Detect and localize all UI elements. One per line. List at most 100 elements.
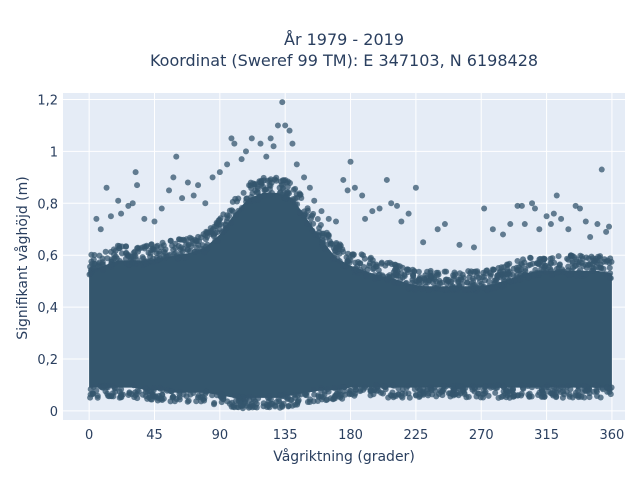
data-point xyxy=(383,176,390,183)
data-point xyxy=(568,267,575,274)
data-point xyxy=(107,213,114,220)
data-point xyxy=(576,205,583,212)
data-point xyxy=(193,238,200,245)
data-point xyxy=(565,263,572,270)
data-point xyxy=(215,219,222,226)
data-point xyxy=(116,258,123,264)
data-point xyxy=(518,382,525,388)
data-point xyxy=(128,391,135,398)
data-point xyxy=(520,256,526,263)
data-point xyxy=(195,394,201,401)
data-point xyxy=(487,383,494,389)
data-point xyxy=(579,256,586,262)
data-point xyxy=(488,286,495,292)
y-tick-label: 0,4 xyxy=(37,301,58,316)
data-point xyxy=(264,404,271,410)
data-point xyxy=(242,148,249,155)
data-point xyxy=(582,218,589,225)
data-point xyxy=(485,392,492,399)
data-point xyxy=(293,161,300,168)
dense-point-body xyxy=(89,192,612,398)
y-tick-label: 1,2 xyxy=(37,93,58,108)
data-point xyxy=(181,254,188,261)
data-point xyxy=(202,200,209,207)
data-point xyxy=(292,394,299,401)
data-point xyxy=(418,283,425,290)
data-point xyxy=(270,143,277,150)
data-point xyxy=(607,270,614,277)
data-point xyxy=(129,200,136,207)
data-point xyxy=(415,268,422,275)
data-point xyxy=(587,234,594,241)
data-point xyxy=(521,221,528,228)
data-point xyxy=(536,226,543,233)
data-point xyxy=(355,259,362,265)
data-point xyxy=(550,210,557,217)
data-point xyxy=(195,182,202,189)
data-point xyxy=(243,198,250,205)
data-point xyxy=(461,287,468,294)
data-point xyxy=(420,239,427,246)
data-point xyxy=(535,392,542,398)
data-point xyxy=(158,395,165,402)
data-point xyxy=(199,242,206,249)
data-point xyxy=(306,184,313,191)
data-point xyxy=(173,153,180,160)
data-point xyxy=(567,386,574,393)
data-point xyxy=(158,205,165,212)
data-point xyxy=(101,382,108,389)
x-axis-label: Vågriktning (grader) xyxy=(273,448,415,465)
data-point xyxy=(175,243,182,249)
data-point xyxy=(112,253,119,260)
data-point xyxy=(250,396,257,403)
data-point xyxy=(342,262,348,269)
data-point xyxy=(340,248,347,255)
data-point xyxy=(540,391,547,398)
data-point xyxy=(351,392,358,399)
data-point xyxy=(550,392,557,399)
data-point xyxy=(543,213,550,220)
data-point xyxy=(450,386,457,393)
data-point xyxy=(188,243,195,250)
data-point xyxy=(104,390,111,397)
data-point xyxy=(251,197,258,204)
data-point xyxy=(555,253,562,260)
data-point xyxy=(513,272,520,279)
data-point xyxy=(525,274,532,281)
data-point xyxy=(128,256,135,262)
data-point xyxy=(216,226,223,233)
data-point xyxy=(575,387,581,394)
data-point xyxy=(209,392,216,399)
data-point xyxy=(282,195,289,202)
data-point xyxy=(271,176,278,183)
data-point xyxy=(318,387,324,394)
data-point xyxy=(112,385,119,392)
data-point xyxy=(485,278,492,285)
chart-title-line1: År 1979 - 2019 xyxy=(284,30,404,49)
data-point xyxy=(297,191,304,198)
data-point xyxy=(441,221,448,228)
data-point xyxy=(190,390,197,396)
data-point xyxy=(482,383,489,390)
data-point xyxy=(95,261,102,268)
data-point xyxy=(123,260,130,267)
x-tick-label: 270 xyxy=(469,428,494,443)
data-point xyxy=(540,267,547,273)
data-point xyxy=(575,269,582,276)
data-point xyxy=(188,235,195,242)
data-point xyxy=(606,264,613,271)
data-point xyxy=(254,183,261,190)
data-point xyxy=(392,266,399,273)
data-point xyxy=(176,236,183,243)
data-point xyxy=(504,271,511,278)
data-point xyxy=(547,221,554,228)
data-point xyxy=(201,249,208,256)
data-point xyxy=(248,135,255,142)
data-point xyxy=(118,210,125,217)
data-point xyxy=(402,280,409,287)
data-point xyxy=(166,187,173,194)
data-point xyxy=(211,400,218,406)
data-point xyxy=(594,382,601,389)
data-point xyxy=(229,198,236,205)
